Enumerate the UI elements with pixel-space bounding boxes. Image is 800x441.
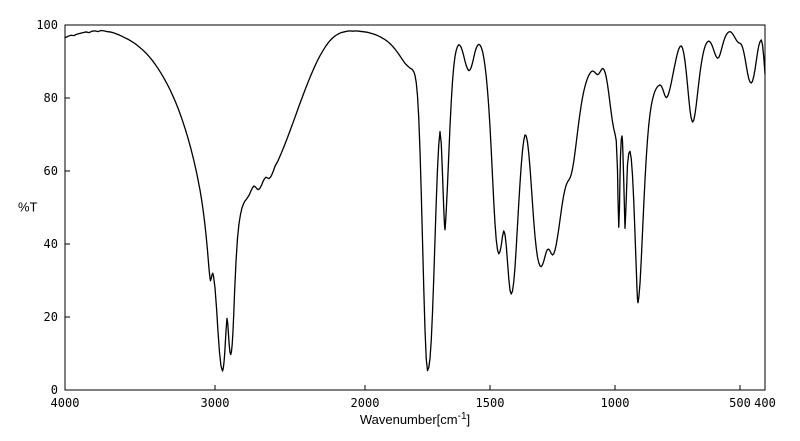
y-tick-label: 60 xyxy=(44,164,58,178)
y-tick-label: 20 xyxy=(44,310,58,324)
y-tick-label: 100 xyxy=(36,18,58,32)
spectrum-trace xyxy=(64,29,766,372)
x-tick-label: 1000 xyxy=(601,396,630,410)
x-tick-label: 4000 xyxy=(51,396,80,410)
x-tick-label: 500 xyxy=(729,396,751,410)
y-tick-label: 80 xyxy=(44,91,58,105)
x-axis-title: Wavenumber[cm-1] xyxy=(360,411,470,427)
plot-frame xyxy=(64,24,766,391)
y-tick-label: 0 xyxy=(51,383,58,397)
x-tick-label: 3000 xyxy=(201,396,230,410)
y-tick-label: 40 xyxy=(44,237,58,251)
x-tick-label: 400 xyxy=(754,396,776,410)
y-axis-title: %T xyxy=(18,200,38,215)
x-tick-label: 1500 xyxy=(476,396,505,410)
x-tick-label: 2000 xyxy=(351,396,380,410)
